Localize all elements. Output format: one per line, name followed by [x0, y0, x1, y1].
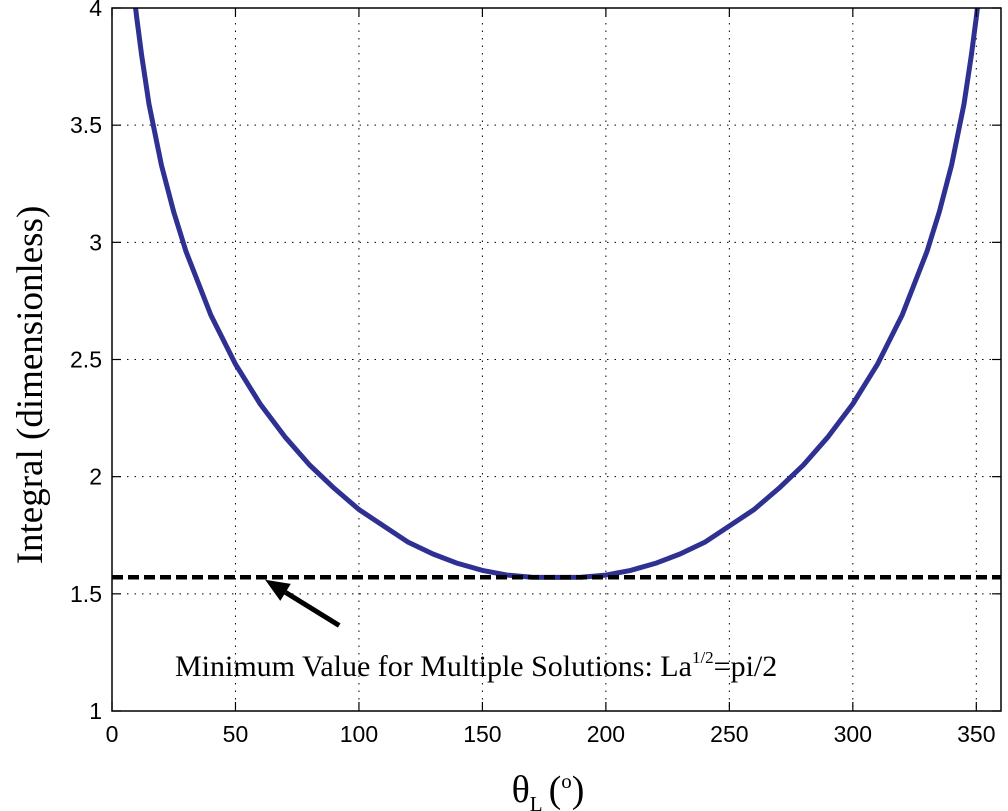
- y-tick-labels: 1 1.5 2 2.5 3 3.5 4: [70, 0, 102, 724]
- annotation-layer: [265, 579, 341, 628]
- plot-background: [112, 8, 1001, 711]
- x-axis-symbol: θ: [512, 769, 530, 811]
- integral-curve: [133, 8, 980, 580]
- y-tick-label: 4: [89, 0, 102, 21]
- x-tick-label: 100: [340, 721, 378, 747]
- x-axis-title: θL (o): [512, 769, 585, 811]
- y-tick-label: 1.5: [70, 581, 102, 607]
- annotation-text-tail: =pi/2: [714, 650, 778, 683]
- annotation-arrow-shaft: [284, 590, 341, 628]
- y-tick-label: 3: [89, 229, 102, 255]
- x-tick-label: 50: [223, 721, 249, 747]
- annotation-text-superscript: 1/2: [692, 648, 714, 667]
- x-axis-unit-close: ): [572, 769, 585, 811]
- y-tick-label: 2: [89, 464, 102, 490]
- x-axis-unit-open: (: [549, 769, 562, 811]
- x-tick-label: 150: [463, 721, 501, 747]
- x-tick-label: 350: [957, 721, 995, 747]
- annotation-arrow-head: [265, 579, 291, 601]
- y-tick-label: 2.5: [70, 347, 102, 373]
- series-layer: [112, 8, 1001, 580]
- x-tick-labels: 0 50 100 150 200 250 300 350: [106, 721, 996, 747]
- grid: [112, 8, 1001, 711]
- y-axis-title: Integral (dimensionless): [10, 206, 51, 565]
- annotation-text-main: Minimum Value for Multiple Solutions: La: [175, 650, 692, 683]
- x-tick-label: 200: [587, 721, 625, 747]
- x-axis-subscript: L: [530, 792, 543, 811]
- y-tick-label: 1: [89, 698, 102, 724]
- y-tick-label: 3.5: [70, 112, 102, 138]
- x-tick-label: 300: [834, 721, 872, 747]
- x-tick-label: 0: [106, 721, 119, 747]
- annotation-text: Minimum Value for Multiple Solutions: La…: [175, 648, 777, 683]
- x-axis-unit-superscript: o: [561, 769, 572, 793]
- tick-marks: [111, 7, 1001, 712]
- x-tick-label: 250: [710, 721, 748, 747]
